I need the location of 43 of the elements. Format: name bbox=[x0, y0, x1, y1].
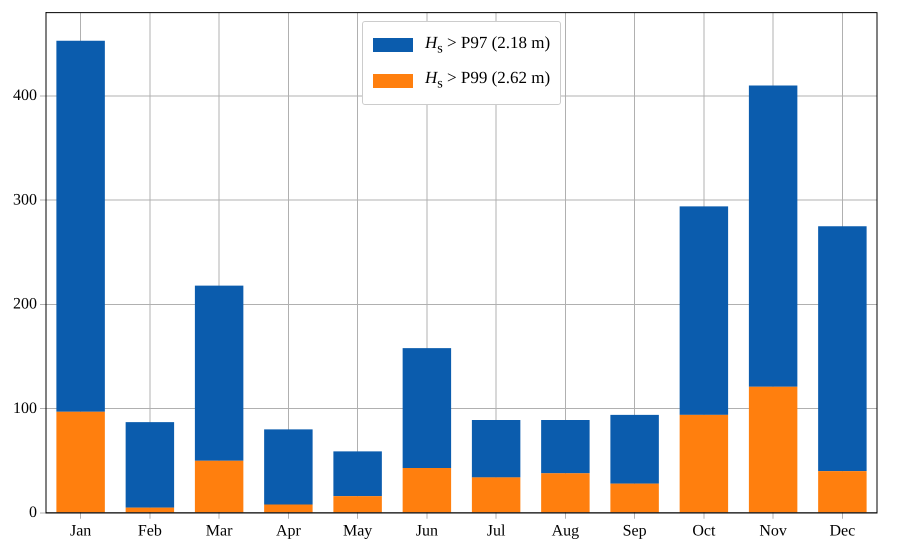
y-tick-label: 200 bbox=[13, 296, 37, 313]
bar bbox=[333, 451, 382, 496]
legend-label: H$_{s}$ > P97 (2.18 m) bbox=[425, 32, 550, 58]
bar bbox=[264, 504, 313, 512]
bar bbox=[680, 206, 728, 415]
bar bbox=[333, 496, 382, 512]
x-tick-label: Jul bbox=[486, 522, 506, 540]
x-tick-label: Feb bbox=[138, 522, 162, 540]
bar bbox=[194, 286, 244, 461]
y-tick-label: 0 bbox=[29, 504, 37, 522]
x-tick-label: Oct bbox=[692, 522, 716, 540]
bar bbox=[818, 226, 867, 472]
x-tick-label: Dec bbox=[829, 522, 856, 540]
bar bbox=[126, 508, 174, 512]
bar bbox=[680, 414, 728, 512]
y-tick-label: 100 bbox=[13, 400, 37, 417]
bar bbox=[748, 386, 798, 512]
x-tick-label: May bbox=[342, 522, 372, 540]
y-tick-label: 300 bbox=[13, 191, 37, 208]
x-tick-label: Aug bbox=[552, 522, 580, 540]
bar bbox=[472, 420, 520, 478]
bar bbox=[126, 422, 174, 508]
x-tick-label: Jun bbox=[416, 522, 438, 540]
legend-label: H$_{s}$ > P99 (2.62 m) bbox=[425, 66, 550, 94]
bar bbox=[56, 40, 105, 412]
y-tick-label: 400 bbox=[13, 87, 37, 104]
x-tick-label: Mar bbox=[206, 522, 234, 540]
bar bbox=[402, 468, 452, 512]
x-tick-label: Apr bbox=[276, 522, 302, 540]
bar bbox=[748, 86, 798, 387]
bar bbox=[264, 429, 313, 504]
bar bbox=[472, 477, 520, 512]
bar bbox=[56, 412, 105, 512]
bar bbox=[610, 484, 659, 512]
bar bbox=[818, 471, 867, 512]
x-tick-label: Sep bbox=[622, 522, 647, 540]
bar bbox=[402, 348, 452, 468]
bar bbox=[541, 420, 590, 474]
bar bbox=[194, 460, 244, 512]
x-tick-label: Jan bbox=[70, 522, 92, 540]
x-tick-label: Nov bbox=[759, 522, 787, 540]
bar bbox=[541, 473, 590, 512]
bar bbox=[610, 414, 659, 484]
